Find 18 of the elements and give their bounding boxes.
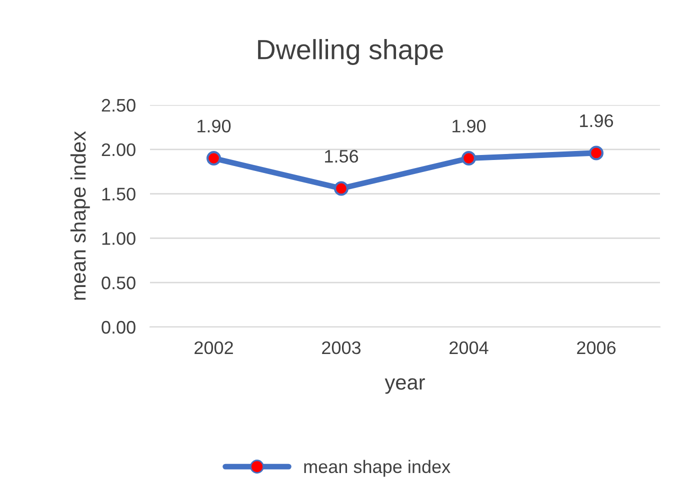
y-tick-label: 2.50	[102, 98, 136, 112]
x-tick-label: 2003	[322, 341, 361, 354]
x-tick-label: 2006	[577, 341, 616, 354]
x-tick-label: 2002	[194, 341, 233, 354]
data-label: 1.90	[452, 120, 486, 132]
y-axis-title: mean shape index	[70, 131, 90, 300]
data-label: 1.96	[580, 114, 614, 128]
legend-label: mean shape index	[304, 460, 450, 477]
y-tick-label: 1.50	[102, 188, 136, 201]
y-tick-label: 1.00	[102, 232, 136, 245]
y-tick-label: 0.50	[102, 276, 136, 290]
x-tick-label: 2004	[450, 341, 488, 354]
x-axis-title: year	[384, 378, 425, 394]
data-label: 1.90	[198, 120, 231, 132]
y-tick-label: 0.00	[102, 320, 136, 334]
data-label: 1.56	[325, 150, 358, 163]
y-tick-label: 2.00	[102, 143, 136, 156]
chart-title: Dwelling shape	[258, 39, 443, 65]
